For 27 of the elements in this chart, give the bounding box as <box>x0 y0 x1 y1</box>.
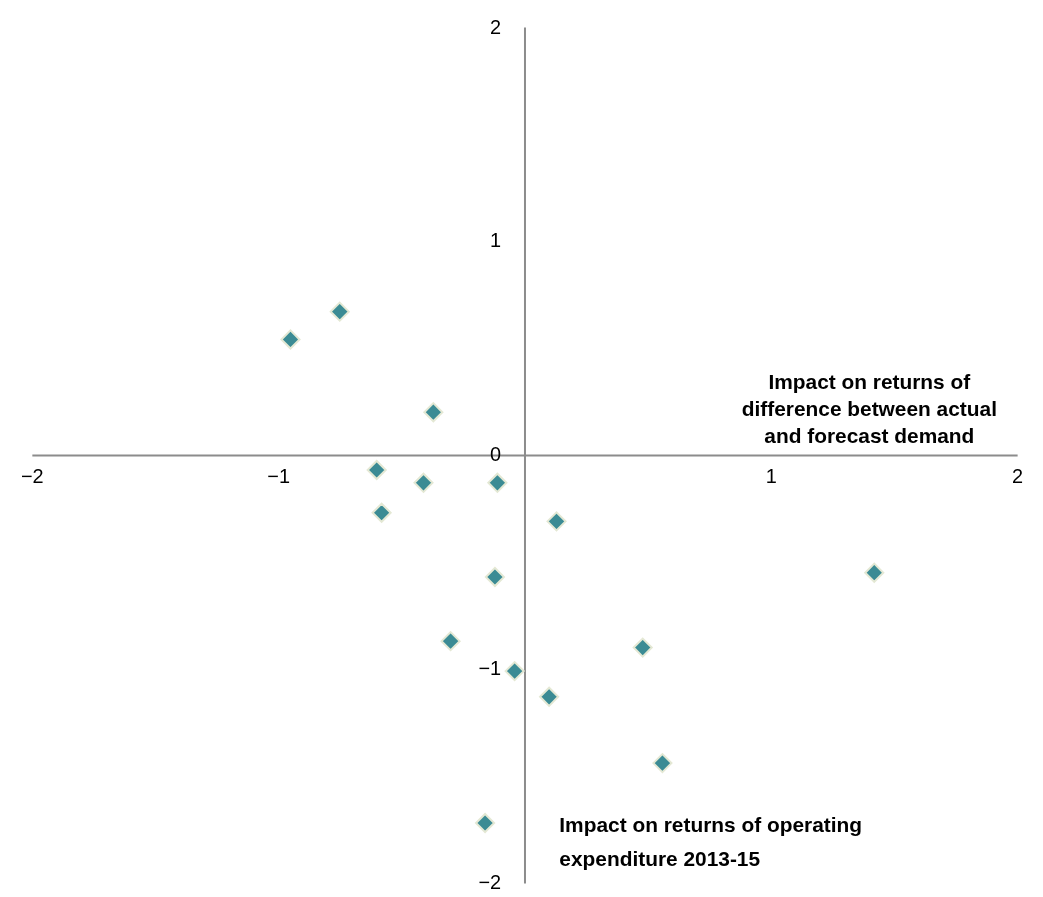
point <box>546 511 567 532</box>
point <box>504 661 525 682</box>
point <box>539 686 560 707</box>
x-tick-label: 2 <box>1012 465 1024 488</box>
point <box>484 566 505 587</box>
y-tick-label: −1 <box>478 657 502 680</box>
point <box>864 562 885 583</box>
point <box>280 329 301 350</box>
y-tick-label: 2 <box>490 15 502 38</box>
x-tick-label: −1 <box>267 465 291 488</box>
point <box>440 631 461 652</box>
point <box>329 301 350 322</box>
point <box>487 472 508 493</box>
point <box>423 402 444 423</box>
x-axis-title: Impact on returns of difference between actual and forecast demand <box>741 370 997 448</box>
point <box>475 813 496 834</box>
y-axis-title: Impact on returns of operating expenditure 2013-15 <box>559 813 863 871</box>
point <box>632 637 653 658</box>
point <box>366 459 387 481</box>
point <box>413 472 434 493</box>
y-tick-label: −2 <box>478 871 502 894</box>
x-tick-label: −2 <box>21 465 44 488</box>
y-tick-label: 0 <box>490 443 502 466</box>
point <box>371 502 392 523</box>
x-tick-label: 1 <box>765 465 777 488</box>
y-tick-label: 1 <box>490 229 502 252</box>
point <box>652 753 673 774</box>
